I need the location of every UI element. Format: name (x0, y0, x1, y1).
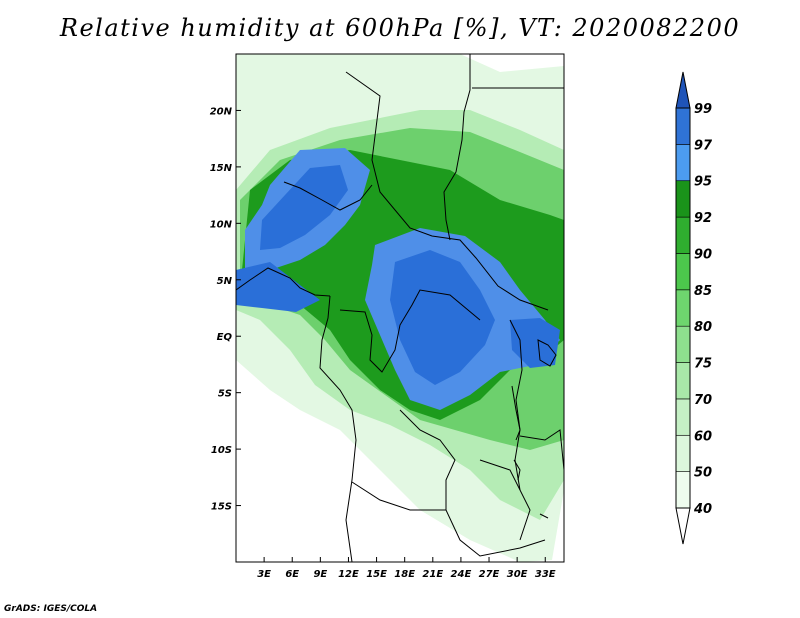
lon-tick-label: 3E (257, 569, 271, 580)
lat-tick-label: 10N (210, 219, 233, 230)
colorbar-swatch (675, 362, 691, 400)
rh-zone-97-99 (510, 318, 560, 368)
lat-tick-label: EQ (217, 332, 233, 343)
lat-tick-label: 20N (210, 106, 233, 117)
colorbar-swatch (675, 289, 691, 327)
grads-credit: GrADS: IGES/COLA (4, 604, 98, 614)
colorbar-label: 95 (694, 175, 712, 190)
lon-tick-label: 24E (451, 569, 472, 580)
lat-tick-label: 15S (211, 502, 232, 513)
lat-tick-label: 5N (217, 276, 233, 287)
plot-frame (235, 53, 565, 563)
colorbar-swatch (675, 144, 691, 182)
colorbar-swatch (675, 216, 691, 254)
borders (236, 54, 564, 562)
colorbar-label: 90 (694, 247, 712, 262)
colorbar-label: 40 (693, 502, 712, 517)
colorbar-swatch (675, 434, 691, 472)
colorbar-swatch (675, 180, 691, 218)
lat-tick-label: 15N (210, 163, 233, 174)
lon-tick-label: 27E (479, 569, 500, 580)
colorbar-label: 92 (694, 211, 712, 226)
lat-tick-label: 10S (211, 445, 232, 456)
latitude-ticks: 20N 15N 10N 5N EQ 5S 10S 15S (210, 106, 241, 513)
lon-tick-label: 30E (507, 569, 528, 580)
colorbar: 40 50 60 70 75 80 85 90 92 95 97 99 (675, 71, 713, 545)
colorbar-label: 75 (694, 357, 712, 372)
lon-tick-label: 9E (313, 569, 327, 580)
colorbar-label: 99 (694, 102, 712, 117)
rh-zone-97-99 (260, 165, 348, 250)
colorbar-label: 80 (694, 320, 712, 335)
map-title: Relative humidity at 600hPa [%], VT: 202… (59, 14, 741, 42)
colorbar-upper-arrow (675, 71, 691, 109)
lon-tick-label: 33E (535, 569, 556, 580)
lat-tick-label: 5S (218, 389, 232, 400)
colorbar-swatch (675, 325, 691, 363)
colorbar-swatch (675, 471, 691, 509)
colorbar-label: 60 (694, 429, 712, 444)
colorbar-label: 50 (694, 466, 712, 481)
longitude-ticks: 3E 6E 9E 12E 15E 18E 21E 24E 27E 30E 33E (257, 557, 556, 580)
humidity-field (236, 54, 564, 562)
colorbar-lower-arrow (675, 507, 691, 545)
colorbar-swatch (675, 398, 691, 436)
rh-zone-97-99 (236, 262, 320, 312)
colorbar-label: 70 (694, 393, 712, 408)
lon-tick-label: 15E (366, 569, 387, 580)
rh-zone-97-99 (390, 250, 495, 385)
lon-tick-label: 6E (285, 569, 299, 580)
lon-tick-label: 18E (394, 569, 415, 580)
lakes (511, 339, 557, 519)
lon-tick-label: 21E (422, 569, 443, 580)
colorbar-outline (675, 107, 691, 509)
colorbar-swatch (675, 107, 691, 145)
colorbar-swatch (675, 253, 691, 291)
colorbar-label: 85 (694, 284, 712, 299)
colorbar-label: 97 (694, 138, 713, 153)
lon-tick-label: 12E (338, 569, 359, 580)
